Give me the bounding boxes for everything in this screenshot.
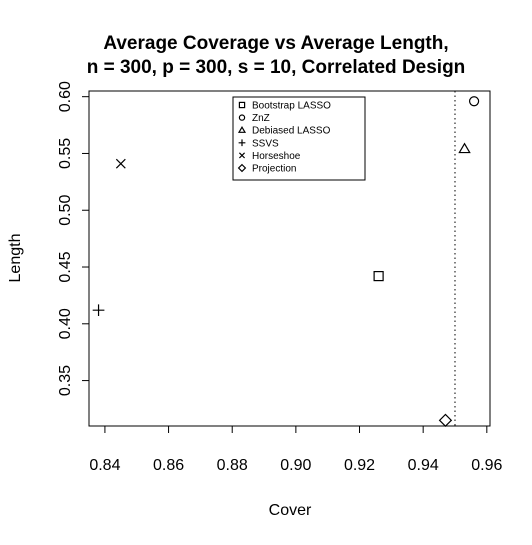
x-axis-label: Cover	[269, 502, 312, 519]
y-axis-label: Length	[7, 234, 24, 283]
point-bootstrap-lasso	[373, 271, 384, 282]
legend-marker-horseshoe	[238, 152, 246, 159]
y-tick-label: 0.50	[57, 195, 74, 226]
x-tick-label: 0.94	[408, 457, 439, 474]
legend-label: Bootstrap LASSO	[252, 101, 331, 112]
legend-label: ZnZ	[252, 113, 270, 124]
legend-label: Horseshoe	[252, 151, 301, 162]
point-debiased-lasso	[458, 142, 471, 154]
x-tick-label: 0.88	[217, 457, 248, 474]
x-axis: 0.84 0.86 0.88 0.90 0.92 0.94 0.96	[89, 425, 502, 474]
legend-marker-bootstrap-lasso	[238, 101, 246, 109]
x-tick-label: 0.84	[89, 457, 120, 474]
legend-box	[232, 96, 366, 181]
x-tick-label: 0.96	[471, 457, 502, 474]
y-tick-label: 0.45	[57, 251, 74, 282]
point-horseshoe	[115, 158, 126, 169]
y-tick-label: 0.35	[57, 365, 74, 396]
y-tick-label: 0.60	[57, 81, 74, 112]
legend-marker-projection	[237, 163, 247, 173]
legend-marker-ssvs	[238, 139, 246, 147]
legend-marker-debiased-lasso	[237, 126, 247, 133]
x-tick-label: 0.92	[344, 457, 375, 474]
legend-label: Debiased LASSO	[252, 126, 331, 137]
point-projection	[438, 413, 453, 428]
y-tick-label: 0.40	[57, 308, 74, 339]
legend-marker-znz	[238, 114, 246, 121]
point-ssvs	[92, 304, 105, 317]
legend-label: SSVS	[252, 138, 279, 149]
x-tick-label: 0.90	[280, 457, 311, 474]
x-tick-label: 0.86	[153, 457, 184, 474]
data-points	[92, 96, 480, 428]
chart-title: Average Coverage vs Average Length,	[103, 33, 448, 54]
y-axis: 0.35 0.40 0.45 0.50 0.55 0.60	[57, 81, 90, 396]
point-znz	[468, 96, 480, 107]
y-tick-label: 0.55	[57, 138, 74, 169]
legend-label: Projection	[252, 164, 296, 175]
chart-subtitle: n = 300, p = 300, s = 10, Correlated Des…	[87, 57, 466, 78]
